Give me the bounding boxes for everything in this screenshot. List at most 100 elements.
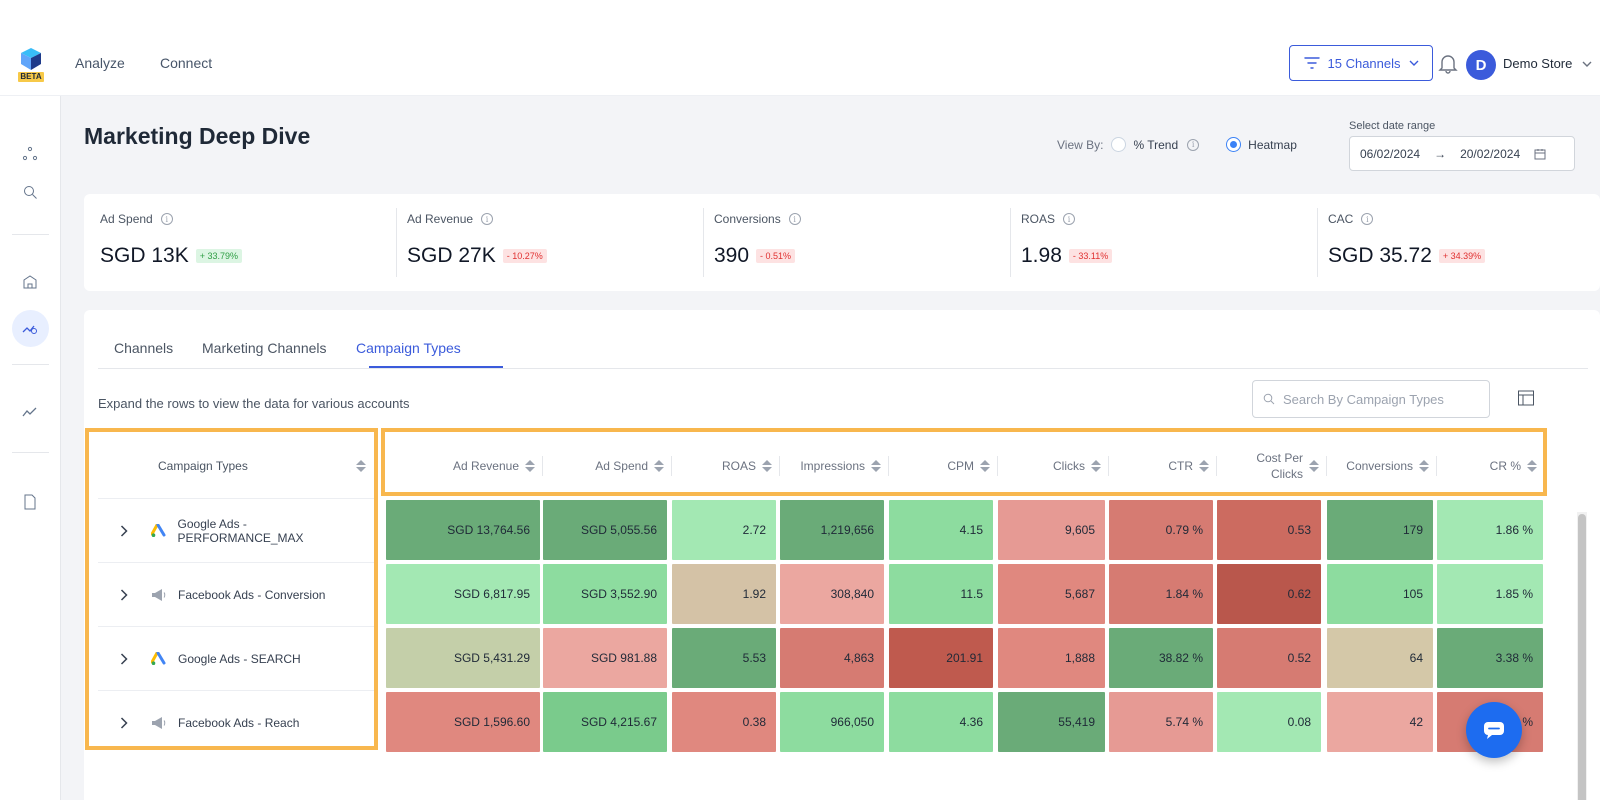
sort-icon[interactable] bbox=[762, 460, 772, 472]
column-header-label: Ad Spend bbox=[595, 459, 648, 473]
column-header-ad-spend[interactable]: Ad Spend bbox=[543, 434, 672, 498]
columns-layout-icon[interactable] bbox=[1517, 389, 1535, 407]
heatmap-option-label: Heatmap bbox=[1248, 137, 1297, 152]
sort-icon[interactable] bbox=[356, 460, 366, 472]
google-ads-icon bbox=[150, 650, 168, 668]
info-icon[interactable]: i bbox=[788, 213, 801, 225]
trend-radio[interactable] bbox=[1111, 137, 1127, 152]
heatmap-cell-cost-per-clicks: 0.08 bbox=[1217, 692, 1321, 752]
heatmap-cell-ctr: 38.82 % bbox=[1109, 628, 1213, 688]
heatmap-cell-ad-spend: SGD 4,215.67 bbox=[543, 692, 667, 752]
heatmap-cell-ad-spend: SGD 981.88 bbox=[543, 628, 667, 688]
date-to: 20/02/2024 bbox=[1460, 146, 1521, 161]
table-scrollbar[interactable] bbox=[1577, 512, 1587, 800]
sort-icon[interactable] bbox=[1199, 460, 1209, 472]
sidebar-item-store[interactable] bbox=[18, 270, 42, 294]
building-icon bbox=[23, 275, 37, 289]
sort-icon[interactable] bbox=[1091, 460, 1101, 472]
kpi-value: SGD 13K bbox=[100, 244, 189, 267]
table-row: Facebook Ads - Reach bbox=[98, 690, 374, 754]
kpi-divider bbox=[396, 208, 397, 277]
campaign-table-card: Channels Marketing Channels Campaign Typ… bbox=[84, 310, 1600, 800]
scrollbar-thumb[interactable] bbox=[1578, 514, 1586, 800]
heatmap-cell-conversions: 42 bbox=[1327, 692, 1433, 752]
heatmap-cell-clicks: 55,419 bbox=[998, 692, 1105, 752]
kpi-label: Conversions bbox=[714, 212, 781, 226]
column-header-cost-per-clicks[interactable]: Cost Per Clicks bbox=[1217, 434, 1327, 498]
kpi-ad-revenue: Ad Revenue i SGD 27K - 10.27% bbox=[391, 194, 704, 291]
campaign-type-name: Facebook Ads - Conversion bbox=[178, 587, 326, 602]
nav-connect[interactable]: Connect bbox=[160, 55, 213, 71]
campaign-type-name: Google Ads - SEARCH bbox=[178, 651, 301, 666]
channels-filter-button[interactable]: 15 Channels bbox=[1289, 45, 1433, 81]
search-insights-icon bbox=[24, 186, 37, 199]
heatmap-cell-cpm: 4.15 bbox=[889, 500, 993, 560]
column-header-ctr[interactable]: CTR bbox=[1109, 434, 1217, 498]
nav-analyze[interactable]: Analyze bbox=[75, 55, 125, 71]
sidebar-item-explore[interactable] bbox=[18, 180, 42, 204]
bell-icon[interactable] bbox=[1438, 52, 1458, 74]
filter-icon bbox=[1303, 57, 1320, 69]
info-icon[interactable]: i bbox=[160, 213, 173, 225]
kpi-value: SGD 35.72 bbox=[1328, 244, 1432, 267]
chevron-right-icon[interactable] bbox=[120, 588, 142, 601]
chat-support-button[interactable] bbox=[1466, 702, 1522, 758]
date-range-picker[interactable]: 06/02/2024 → 20/02/2024 bbox=[1349, 136, 1575, 171]
heatmap-cell-ctr: 0.79 % bbox=[1109, 500, 1213, 560]
heatmap-cell-roas: 1.92 bbox=[672, 564, 776, 624]
app-logo[interactable]: BETA bbox=[18, 48, 44, 86]
heatmap-cell-ad-revenue: SGD 1,596.60 bbox=[386, 692, 540, 752]
kpi-divider bbox=[703, 208, 704, 277]
sort-icon[interactable] bbox=[871, 460, 881, 472]
chart-search-icon bbox=[22, 325, 37, 334]
heatmap-cell-cost-per-clicks: 0.62 bbox=[1217, 564, 1321, 624]
store-name: Demo Store bbox=[1503, 56, 1573, 71]
sort-icon[interactable] bbox=[980, 460, 990, 472]
campaign-type-name: Google Ads - PERFORMANCE_MAX bbox=[177, 516, 304, 545]
info-icon[interactable]: i bbox=[1361, 213, 1374, 225]
kpi-divider bbox=[1010, 208, 1011, 277]
nodes-icon bbox=[22, 146, 38, 161]
sort-icon[interactable] bbox=[1419, 460, 1429, 472]
column-header-conversions[interactable]: Conversions bbox=[1327, 434, 1437, 498]
column-header-cr[interactable]: CR % bbox=[1437, 434, 1545, 498]
heatmap-cell-cost-per-clicks: 0.52 bbox=[1217, 628, 1321, 688]
info-icon[interactable]: i bbox=[481, 213, 494, 225]
column-header-roas[interactable]: ROAS bbox=[672, 434, 780, 498]
store-selector[interactable]: Demo Store bbox=[1503, 56, 1592, 71]
chevron-down-icon bbox=[1582, 61, 1592, 67]
sidebar-item-reports[interactable] bbox=[18, 490, 42, 514]
sort-icon[interactable] bbox=[654, 460, 664, 472]
heatmap-radio[interactable] bbox=[1226, 137, 1242, 152]
column-header-label: Impressions bbox=[800, 459, 865, 473]
table-hint: Expand the rows to view the data for var… bbox=[98, 396, 410, 411]
sidebar-item-connections[interactable] bbox=[18, 142, 42, 166]
sidebar-active-indicator bbox=[12, 310, 49, 347]
search-input[interactable] bbox=[1283, 391, 1473, 407]
column-header-impressions[interactable]: Impressions bbox=[780, 434, 889, 498]
beta-badge: BETA bbox=[18, 72, 44, 82]
avatar[interactable]: D bbox=[1466, 50, 1496, 80]
chevron-right-icon[interactable] bbox=[120, 652, 142, 665]
column-header-label: CR % bbox=[1489, 459, 1521, 473]
heatmap-cell-cr: 3.38 % bbox=[1437, 628, 1543, 688]
tab-marketing-channels[interactable]: Marketing Channels bbox=[202, 340, 327, 356]
chevron-right-icon[interactable] bbox=[120, 524, 142, 537]
sort-icon[interactable] bbox=[525, 460, 535, 472]
sidebar-item-marketing[interactable] bbox=[18, 316, 42, 340]
sidebar-item-trends[interactable] bbox=[18, 400, 42, 424]
arrow-right-icon: → bbox=[1434, 146, 1447, 161]
info-icon[interactable]: i bbox=[1063, 213, 1076, 225]
column-header-ad-revenue[interactable]: Ad Revenue bbox=[386, 434, 543, 498]
tab-campaign-types[interactable]: Campaign Types bbox=[356, 340, 461, 356]
column-header-cpm[interactable]: CPM bbox=[889, 434, 998, 498]
column-header-clicks[interactable]: Clicks bbox=[998, 434, 1109, 498]
heatmap-cell-clicks: 1,888 bbox=[998, 628, 1105, 688]
tab-channels[interactable]: Channels bbox=[114, 340, 174, 356]
app-header: BETA Analyze Connect 15 Channels D Demo … bbox=[0, 38, 1600, 96]
chevron-right-icon[interactable] bbox=[120, 716, 142, 729]
campaign-types-header[interactable]: Campaign Types bbox=[98, 434, 374, 498]
sort-icon[interactable] bbox=[1527, 460, 1537, 472]
heatmap-cell-impressions: 4,863 bbox=[780, 628, 884, 688]
sort-icon[interactable] bbox=[1309, 460, 1319, 472]
